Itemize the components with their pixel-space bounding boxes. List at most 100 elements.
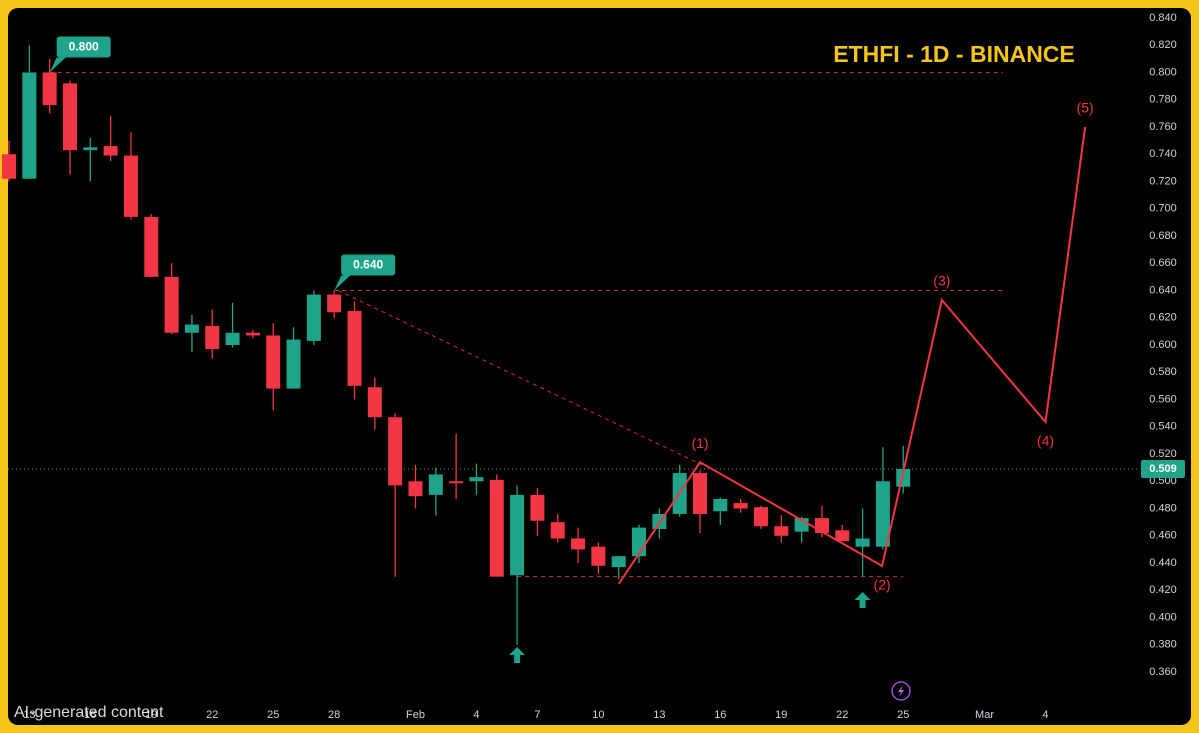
- candle-body: [286, 339, 301, 389]
- price-tag-label: 0.640: [353, 258, 383, 272]
- y-tick-label: 0.680: [1149, 230, 1177, 242]
- y-tick-label: 0.800: [1149, 66, 1177, 78]
- candle-body: [774, 526, 789, 536]
- x-tick-label: 22: [206, 709, 218, 721]
- wave-label: (5): [1077, 100, 1094, 116]
- x-tick-label: 16: [714, 709, 726, 721]
- candle-body: [428, 474, 443, 495]
- y-tick-label: 0.620: [1149, 312, 1177, 324]
- price-tag-label: 0.800: [69, 40, 99, 54]
- y-tick-label: 0.840: [1149, 12, 1177, 24]
- buy-arrow: [509, 647, 526, 664]
- candle-body: [266, 335, 281, 389]
- candle-body: [22, 72, 37, 179]
- wave-label: (2): [874, 577, 891, 593]
- candle-body: [835, 530, 850, 542]
- x-tick-label: Feb: [406, 709, 425, 721]
- x-tick-label: 28: [328, 709, 340, 721]
- x-tick-label: 19: [145, 709, 157, 721]
- y-tick-label: 0.420: [1149, 584, 1177, 596]
- y-tick-label: 0.380: [1149, 639, 1177, 651]
- candle-body: [896, 468, 911, 487]
- wave-label: (1): [691, 435, 708, 451]
- watermark: AI-generated content: [14, 704, 164, 721]
- y-tick-label: 0.360: [1149, 666, 1177, 678]
- candle-body: [550, 522, 565, 539]
- candle-body: [62, 83, 77, 151]
- candle-body: [449, 481, 464, 484]
- lightning-glyph: [898, 685, 904, 697]
- y-tick-label: 0.740: [1149, 148, 1177, 160]
- current-price-label: 0.509: [1149, 463, 1177, 475]
- candle-body: [164, 276, 179, 333]
- x-tick-label: 25: [267, 709, 279, 721]
- candle-body: [855, 538, 870, 547]
- current-price-box: [1141, 459, 1185, 478]
- y-tick-label: 0.580: [1149, 366, 1177, 378]
- candle-body: [144, 216, 159, 277]
- buy-arrow: [854, 591, 871, 608]
- candle-body: [611, 556, 626, 568]
- y-tick-label: 0.700: [1149, 203, 1177, 215]
- candle-body: [733, 503, 748, 509]
- y-tick-label: 0.480: [1149, 502, 1177, 514]
- x-tick-label: 13: [653, 709, 665, 721]
- candle-body: [367, 387, 382, 418]
- candle-body: [42, 72, 57, 106]
- candle-body: [753, 507, 768, 527]
- trendline: [338, 290, 703, 466]
- x-tick-label: Mar: [975, 709, 994, 721]
- candle-body: [205, 325, 220, 350]
- candle-body: [713, 498, 728, 512]
- candle-body: [469, 477, 484, 482]
- candle-body: [408, 481, 423, 497]
- y-tick-label: 0.400: [1149, 611, 1177, 623]
- y-tick-label: 0.540: [1149, 421, 1177, 433]
- y-tick-label: 0.520: [1149, 448, 1177, 460]
- candle-body: [571, 538, 586, 550]
- y-tick-label: 0.660: [1149, 257, 1177, 269]
- candle-body: [388, 417, 403, 486]
- x-tick-label: 10: [592, 709, 604, 721]
- x-tick-label: 25: [897, 709, 909, 721]
- price-tag-pointer: [49, 57, 66, 73]
- price-tag-box: [341, 254, 396, 276]
- candle-body: [530, 494, 545, 521]
- candle-body: [327, 294, 342, 313]
- candle-body: [875, 481, 890, 547]
- x-tick-label: 4: [473, 709, 479, 721]
- x-tick-label: 13: [23, 709, 35, 721]
- chart-background: [8, 8, 1191, 725]
- y-tick-label: 0.780: [1149, 94, 1177, 106]
- x-tick-label: 4: [1042, 709, 1048, 721]
- y-tick-label: 0.640: [1149, 284, 1177, 296]
- y-tick-label: 0.600: [1149, 339, 1177, 351]
- candle-body: [510, 494, 525, 576]
- y-tick-label: 0.560: [1149, 393, 1177, 405]
- candle-body: [103, 146, 118, 156]
- y-tick-label: 0.760: [1149, 121, 1177, 133]
- price-tag-box: [56, 36, 111, 58]
- candle-body: [591, 546, 606, 566]
- candle-body: [347, 310, 362, 386]
- x-tick-label: 19: [775, 709, 787, 721]
- candle-body: [489, 479, 504, 577]
- chart-title: ETHFI - 1D - BINANCE: [833, 41, 1075, 67]
- candle-body: [184, 324, 199, 333]
- candle-body: [693, 473, 708, 514]
- candle-body: [225, 332, 240, 345]
- candle-body: [83, 147, 98, 151]
- y-tick-label: 0.820: [1149, 39, 1177, 51]
- wave-projection: [617, 126, 1087, 585]
- x-tick-label: 22: [836, 709, 848, 721]
- wave-label: (4): [1037, 433, 1054, 449]
- y-tick-label: 0.460: [1149, 530, 1177, 542]
- candle-body: [123, 155, 138, 217]
- y-tick-label: 0.720: [1149, 175, 1177, 187]
- price-tag-pointer: [334, 275, 351, 291]
- lightning-icon[interactable]: [891, 681, 911, 701]
- x-tick-label: 7: [534, 709, 540, 721]
- wave-label: (3): [933, 273, 950, 289]
